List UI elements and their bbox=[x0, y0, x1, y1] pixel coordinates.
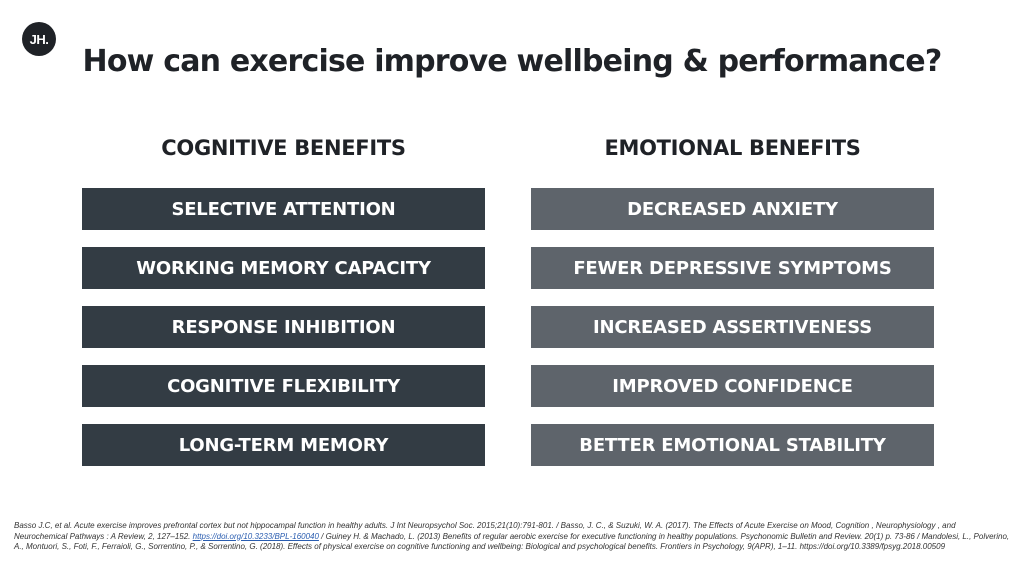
emotional-benefits-column: EMOTIONAL BENEFITS DECREASED ANXIETY FEW… bbox=[531, 130, 934, 483]
cognitive-benefit-box: COGNITIVE FLEXIBILITY bbox=[82, 365, 485, 407]
page-title: How can exercise improve wellbeing & per… bbox=[82, 44, 943, 79]
cognitive-benefits-column: COGNITIVE BENEFITS SELECTIVE ATTENTION W… bbox=[82, 130, 485, 483]
references-footnote: Basso J.C, et al. Acute exercise improve… bbox=[14, 521, 1010, 553]
cognitive-benefit-box: RESPONSE INHIBITION bbox=[82, 306, 485, 348]
emotional-benefits-heading: EMOTIONAL BENEFITS bbox=[604, 136, 861, 160]
emotional-benefit-box: BETTER EMOTIONAL STABILITY bbox=[531, 424, 934, 466]
reference-doi-link[interactable]: https://doi.org/10.3233/BPL-160040 bbox=[192, 531, 319, 541]
references-text-part1: Basso J.C, et al. Acute exercise improve… bbox=[14, 521, 956, 541]
jh-logo: JH. bbox=[22, 22, 56, 56]
cognitive-benefits-heading: COGNITIVE BENEFITS bbox=[161, 136, 406, 160]
cognitive-benefit-box: WORKING MEMORY CAPACITY bbox=[82, 247, 485, 289]
emotional-benefit-box: DECREASED ANXIETY bbox=[531, 188, 934, 230]
references-text-part2: / Guiney H. & Machado, L. (2013) Benefit… bbox=[14, 531, 1010, 552]
emotional-benefit-box: IMPROVED CONFIDENCE bbox=[531, 365, 934, 407]
emotional-benefit-box: INCREASED ASSERTIVENESS bbox=[531, 306, 934, 348]
emotional-benefit-box: FEWER DEPRESSIVE SYMPTOMS bbox=[531, 247, 934, 289]
cognitive-benefit-box: SELECTIVE ATTENTION bbox=[82, 188, 485, 230]
cognitive-benefit-box: LONG-TERM MEMORY bbox=[82, 424, 485, 466]
